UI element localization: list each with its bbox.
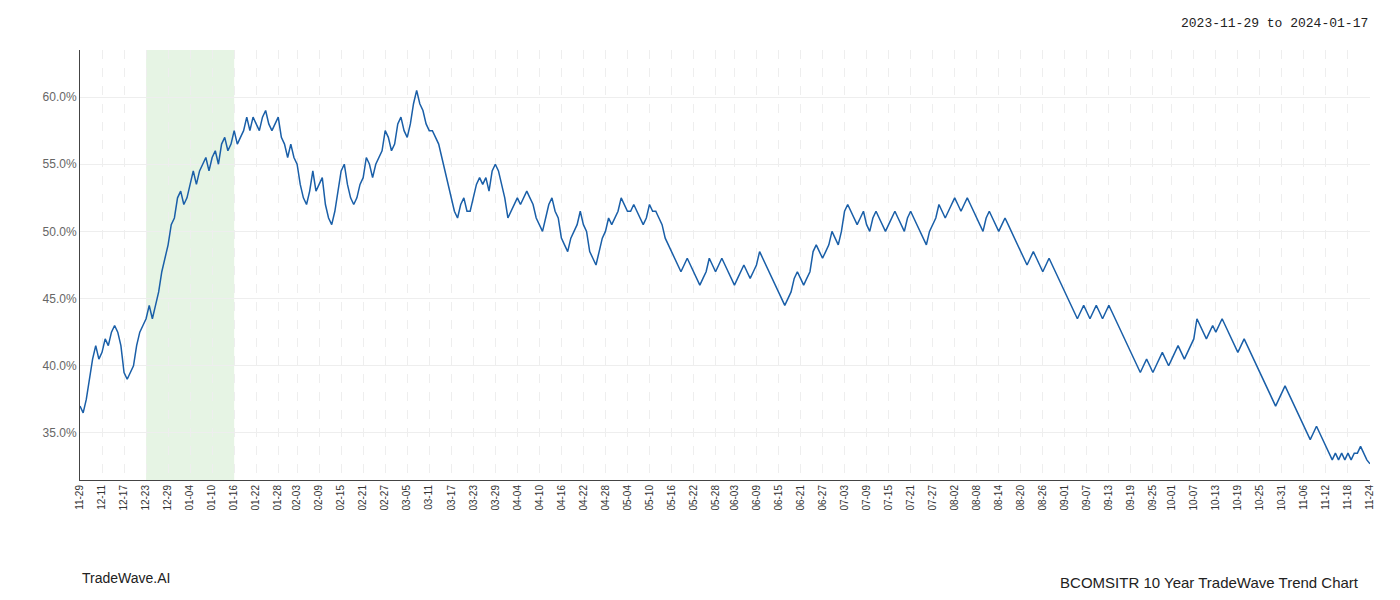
svg-text:07-03: 07-03 — [839, 485, 850, 511]
svg-text:02-09: 02-09 — [313, 485, 324, 511]
svg-text:09-01: 09-01 — [1059, 485, 1070, 511]
svg-text:40.0%: 40.0% — [43, 359, 77, 373]
svg-text:12-11: 12-11 — [96, 485, 107, 510]
svg-text:03-05: 03-05 — [401, 485, 412, 511]
svg-text:03-17: 03-17 — [446, 485, 457, 511]
svg-text:11-24: 11-24 — [1364, 485, 1375, 510]
svg-text:07-15: 07-15 — [883, 485, 894, 511]
svg-text:10-01: 10-01 — [1166, 485, 1177, 511]
svg-text:08-20: 08-20 — [1015, 485, 1026, 511]
svg-text:50.0%: 50.0% — [43, 225, 77, 239]
svg-text:07-09: 07-09 — [861, 485, 872, 511]
svg-text:06-15: 06-15 — [773, 485, 784, 511]
svg-text:06-27: 06-27 — [817, 485, 828, 511]
svg-text:11-29: 11-29 — [74, 485, 85, 510]
svg-text:2023-11-29 to 2024-01-17: 2023-11-29 to 2024-01-17 — [1181, 16, 1368, 31]
svg-text:05-04: 05-04 — [622, 485, 633, 511]
svg-text:01-04: 01-04 — [184, 485, 195, 511]
svg-text:08-08: 08-08 — [971, 485, 982, 511]
svg-text:12-23: 12-23 — [140, 485, 151, 511]
svg-text:05-28: 05-28 — [710, 485, 721, 511]
svg-text:03-11: 03-11 — [423, 485, 434, 510]
svg-text:02-03: 02-03 — [291, 485, 302, 511]
svg-text:08-14: 08-14 — [993, 485, 1004, 511]
svg-text:03-23: 03-23 — [468, 485, 479, 511]
svg-text:60.0%: 60.0% — [43, 90, 77, 104]
svg-text:01-22: 01-22 — [250, 485, 261, 511]
svg-text:09-13: 09-13 — [1103, 485, 1114, 511]
svg-text:11-06: 11-06 — [1298, 485, 1309, 510]
svg-text:06-03: 06-03 — [729, 485, 740, 511]
svg-text:08-02: 08-02 — [949, 485, 960, 511]
svg-text:BCOMSITR 10 Year TradeWave Tre: BCOMSITR 10 Year TradeWave Trend Chart — [1060, 574, 1359, 591]
svg-text:35.0%: 35.0% — [43, 426, 77, 440]
svg-text:01-16: 01-16 — [228, 485, 239, 511]
svg-text:11-18: 11-18 — [1342, 485, 1353, 510]
svg-text:08-26: 08-26 — [1037, 485, 1048, 511]
svg-text:04-10: 04-10 — [534, 485, 545, 511]
svg-text:02-15: 02-15 — [335, 485, 346, 511]
svg-text:01-10: 01-10 — [206, 485, 217, 511]
svg-text:04-16: 04-16 — [556, 485, 567, 511]
svg-text:07-27: 07-27 — [927, 485, 938, 511]
svg-text:09-19: 09-19 — [1125, 485, 1136, 511]
svg-text:05-22: 05-22 — [688, 485, 699, 511]
svg-text:02-21: 02-21 — [357, 485, 368, 511]
svg-text:45.0%: 45.0% — [43, 292, 77, 306]
svg-text:04-28: 04-28 — [600, 485, 611, 511]
svg-text:01-28: 01-28 — [272, 485, 283, 511]
svg-text:09-25: 09-25 — [1147, 485, 1158, 511]
svg-text:03-29: 03-29 — [490, 485, 501, 511]
svg-text:10-07: 10-07 — [1188, 485, 1199, 511]
svg-text:10-25: 10-25 — [1254, 485, 1265, 511]
svg-text:06-09: 06-09 — [751, 485, 762, 511]
svg-text:TradeWave.AI: TradeWave.AI — [82, 570, 170, 586]
svg-text:06-21: 06-21 — [795, 485, 806, 511]
svg-text:09-07: 09-07 — [1081, 485, 1092, 511]
svg-text:10-19: 10-19 — [1232, 485, 1243, 511]
svg-text:05-16: 05-16 — [666, 485, 677, 511]
svg-text:04-22: 04-22 — [578, 485, 589, 511]
svg-text:10-31: 10-31 — [1276, 485, 1287, 511]
svg-text:10-13: 10-13 — [1210, 485, 1221, 511]
svg-text:04-04: 04-04 — [512, 485, 523, 511]
svg-text:12-29: 12-29 — [162, 485, 173, 511]
svg-text:02-27: 02-27 — [379, 485, 390, 511]
svg-text:05-10: 05-10 — [644, 485, 655, 511]
svg-text:07-21: 07-21 — [905, 485, 916, 511]
svg-text:11-12: 11-12 — [1320, 485, 1331, 510]
svg-text:55.0%: 55.0% — [43, 157, 77, 171]
svg-text:12-17: 12-17 — [118, 485, 129, 511]
